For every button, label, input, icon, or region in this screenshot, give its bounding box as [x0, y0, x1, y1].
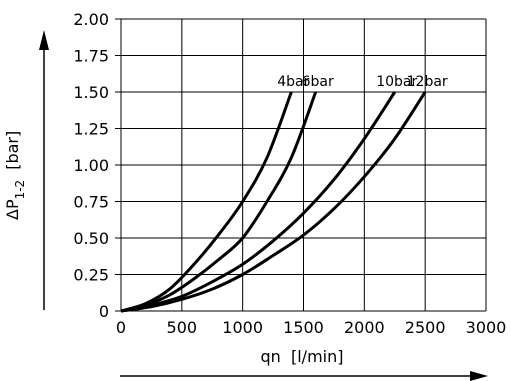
x-tick-label: 2500	[405, 318, 446, 337]
x-tick-label: 1000	[222, 318, 263, 337]
y-tick-label: 0	[99, 302, 109, 321]
y-tick-label: 0.50	[73, 229, 109, 248]
x-tick-label: 500	[167, 318, 198, 337]
series-line-12bar	[120, 91, 427, 313]
y-tick-label: 0.75	[73, 193, 109, 212]
x-tick-label: 3000	[466, 318, 507, 337]
series-label-4bar: 4bar	[277, 74, 309, 90]
y-axis-arrow	[39, 30, 49, 310]
x-tick-label: 1500	[283, 318, 324, 337]
y-tick-label: 0.25	[73, 266, 109, 285]
series-line-6bar	[120, 91, 318, 313]
series-label-6bar: 6bar	[302, 74, 334, 90]
x-tick-labels: 0 500 1000 1500 2000 2500 3000	[116, 318, 506, 337]
svg-text:ΔP1-2[bar]: ΔP1-2 [bar]	[3, 131, 27, 220]
y-axis-title: ΔP1-2 [bar]	[3, 131, 27, 220]
series-group	[120, 91, 427, 313]
x-axis-arrow	[120, 371, 488, 381]
y-tick-label: 2.00	[73, 10, 109, 29]
series-line-10bar	[120, 91, 397, 313]
y-axis-title-unit: [bar]	[3, 131, 22, 170]
y-tick-labels: 0 0.25 0.50 0.75 1.00 1.25 1.50 1.75 2.00	[73, 10, 109, 321]
x-tick-label: 2000	[344, 318, 385, 337]
y-tick-label: 1.75	[73, 47, 109, 66]
series-label-10bar: 10bar	[376, 74, 417, 90]
x-tick-label: 0	[116, 318, 126, 337]
y-tick-label: 1.25	[73, 120, 109, 139]
y-axis-title-sub: 1-2	[13, 180, 27, 200]
y-tick-label: 1.50	[73, 83, 109, 102]
x-axis-title: qn [l/min]	[261, 347, 344, 366]
series-line-4bar	[120, 91, 293, 313]
series-label-12bar: 12bar	[407, 74, 448, 90]
y-axis-title-main: ΔP	[3, 199, 22, 220]
y-tick-label: 1.00	[73, 156, 109, 175]
grid	[115, 18, 487, 312]
